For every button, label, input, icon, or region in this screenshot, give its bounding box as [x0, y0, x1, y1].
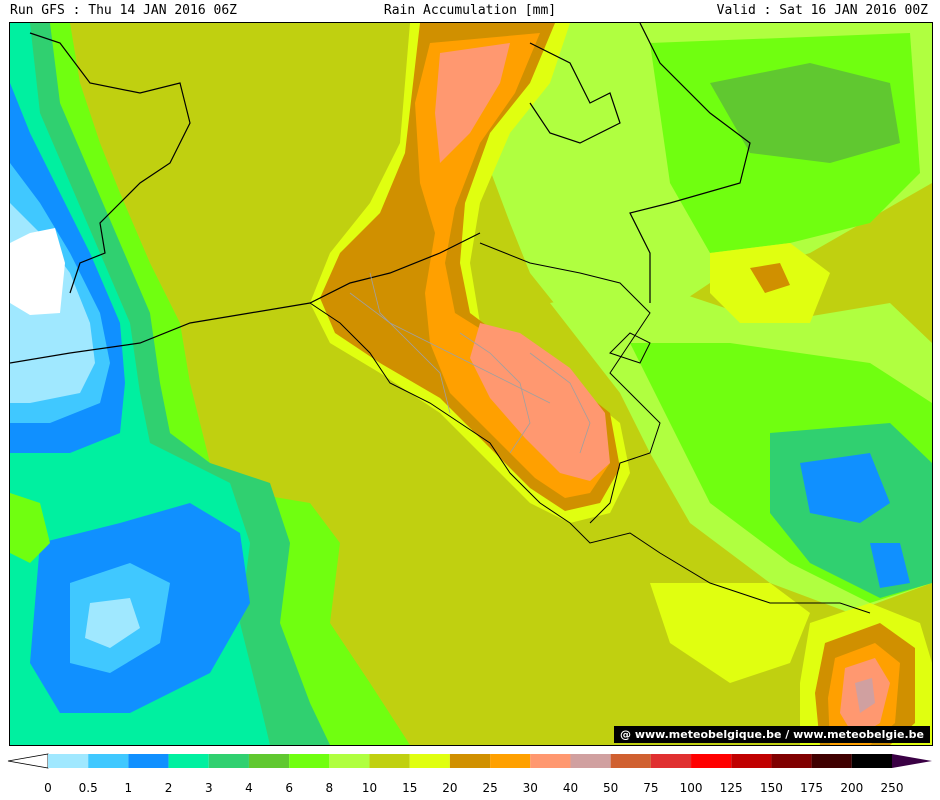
legend-tick-label: 3	[205, 781, 213, 795]
legend-tick-label: 40	[563, 781, 578, 795]
valid-time: Valid : Sat 16 JAN 2016 00Z	[716, 3, 928, 18]
legend-tick-label: 30	[523, 781, 538, 795]
legend-bin-20-25	[449, 754, 491, 768]
legend-bin-200-250	[851, 754, 892, 768]
field-zone-4-6-ne	[710, 63, 900, 163]
legend-bin-125-150	[731, 754, 772, 768]
field-zone-20-25-east-cell	[750, 263, 790, 293]
coastlines	[10, 23, 751, 364]
legend-tick-label: 50	[603, 781, 618, 795]
legend-graphic: 0 0.5 1 2 3 4 6 8 10 15 20 25 30 40 50 75 100 125 150 175 20…	[7, 753, 932, 795]
legend-bin-15-20	[409, 754, 450, 768]
legend-tick-label: 0.5	[79, 781, 98, 795]
legend-bin-100-125	[691, 754, 732, 768]
field-zone-30-40-north	[435, 43, 510, 163]
legend-bin-50-75	[610, 754, 651, 768]
province-borders	[349, 272, 591, 454]
legend-bin-175-200	[811, 754, 852, 768]
legend-tick-label: 4	[245, 781, 253, 795]
legend-tick-label: 100	[680, 781, 703, 795]
legend-below-min-arrow	[7, 753, 49, 769]
legend-tick-label: 2	[165, 781, 173, 795]
field-zone-40-50-se	[855, 678, 875, 713]
legend-bin-4-6	[248, 754, 290, 768]
legend-tick-label: 200	[840, 781, 863, 795]
legend-bin-150-175	[771, 754, 812, 768]
legend-tick-label: 175	[800, 781, 823, 795]
credit-banner: @ www.meteobelgique.be / www.meteobelgie…	[614, 726, 930, 743]
rain-accumulation-map: @ www.meteobelgique.be / www.meteobelgie…	[9, 22, 933, 746]
map-title: Rain Accumulation [mm]	[383, 3, 557, 18]
field-zone-below-min-west	[10, 228, 65, 315]
legend-bin-0-0.5	[48, 754, 89, 768]
legend-tick-label: 15	[402, 781, 417, 795]
field-zone-1-2-se-spot	[870, 543, 910, 588]
color-scale-legend: 0 0.5 1 2 3 4 6 8 10 15 20 25 30 40 50 75 100 125 150 175 20…	[0, 750, 940, 800]
legend-tick-label: 25	[482, 781, 497, 795]
precipitation-field	[10, 23, 932, 745]
legend-tick-label: 150	[760, 781, 783, 795]
legend-bin-30-40	[530, 754, 571, 768]
legend-bin-2-3	[168, 754, 209, 768]
legend-tick-label: 75	[643, 781, 658, 795]
legend-above-max-arrow	[892, 754, 932, 768]
legend-tick-label: 6	[285, 781, 293, 795]
run-info: Run GFS : Thu 14 JAN 2016 06Z	[10, 3, 237, 18]
legend-bin-40-50	[570, 754, 611, 768]
legend-bin-25-30	[490, 754, 531, 768]
legend-bin-6-8	[289, 754, 330, 768]
legend-tick-label: 250	[881, 781, 904, 795]
legend-bin-10-15	[369, 754, 410, 768]
legend-bin-8-10	[329, 754, 370, 768]
field-zone-0-0.5-sw	[85, 598, 140, 648]
legend-bin-1-2	[128, 754, 169, 768]
legend-bin-0.5-1	[88, 754, 129, 768]
field-zone-6-8-w-edge	[10, 493, 50, 563]
field-zone-30-40-center	[470, 323, 610, 481]
legend-tick-label: 1	[125, 781, 133, 795]
chart-header: Run GFS : Thu 14 JAN 2016 06Z Rain Accum…	[0, 0, 940, 22]
legend-tick-label: 20	[442, 781, 457, 795]
field-zone-15-20-south	[650, 583, 810, 683]
legend-tick-label: 8	[326, 781, 334, 795]
country-borders	[309, 242, 871, 614]
legend-tick-label: 10	[362, 781, 377, 795]
legend-tick-label: 0	[44, 781, 52, 795]
legend-tick-label: 125	[720, 781, 743, 795]
legend-bin-3-4	[208, 754, 249, 768]
field-zone-1-2-east	[800, 453, 890, 523]
legend-bin-75-100	[650, 754, 692, 768]
